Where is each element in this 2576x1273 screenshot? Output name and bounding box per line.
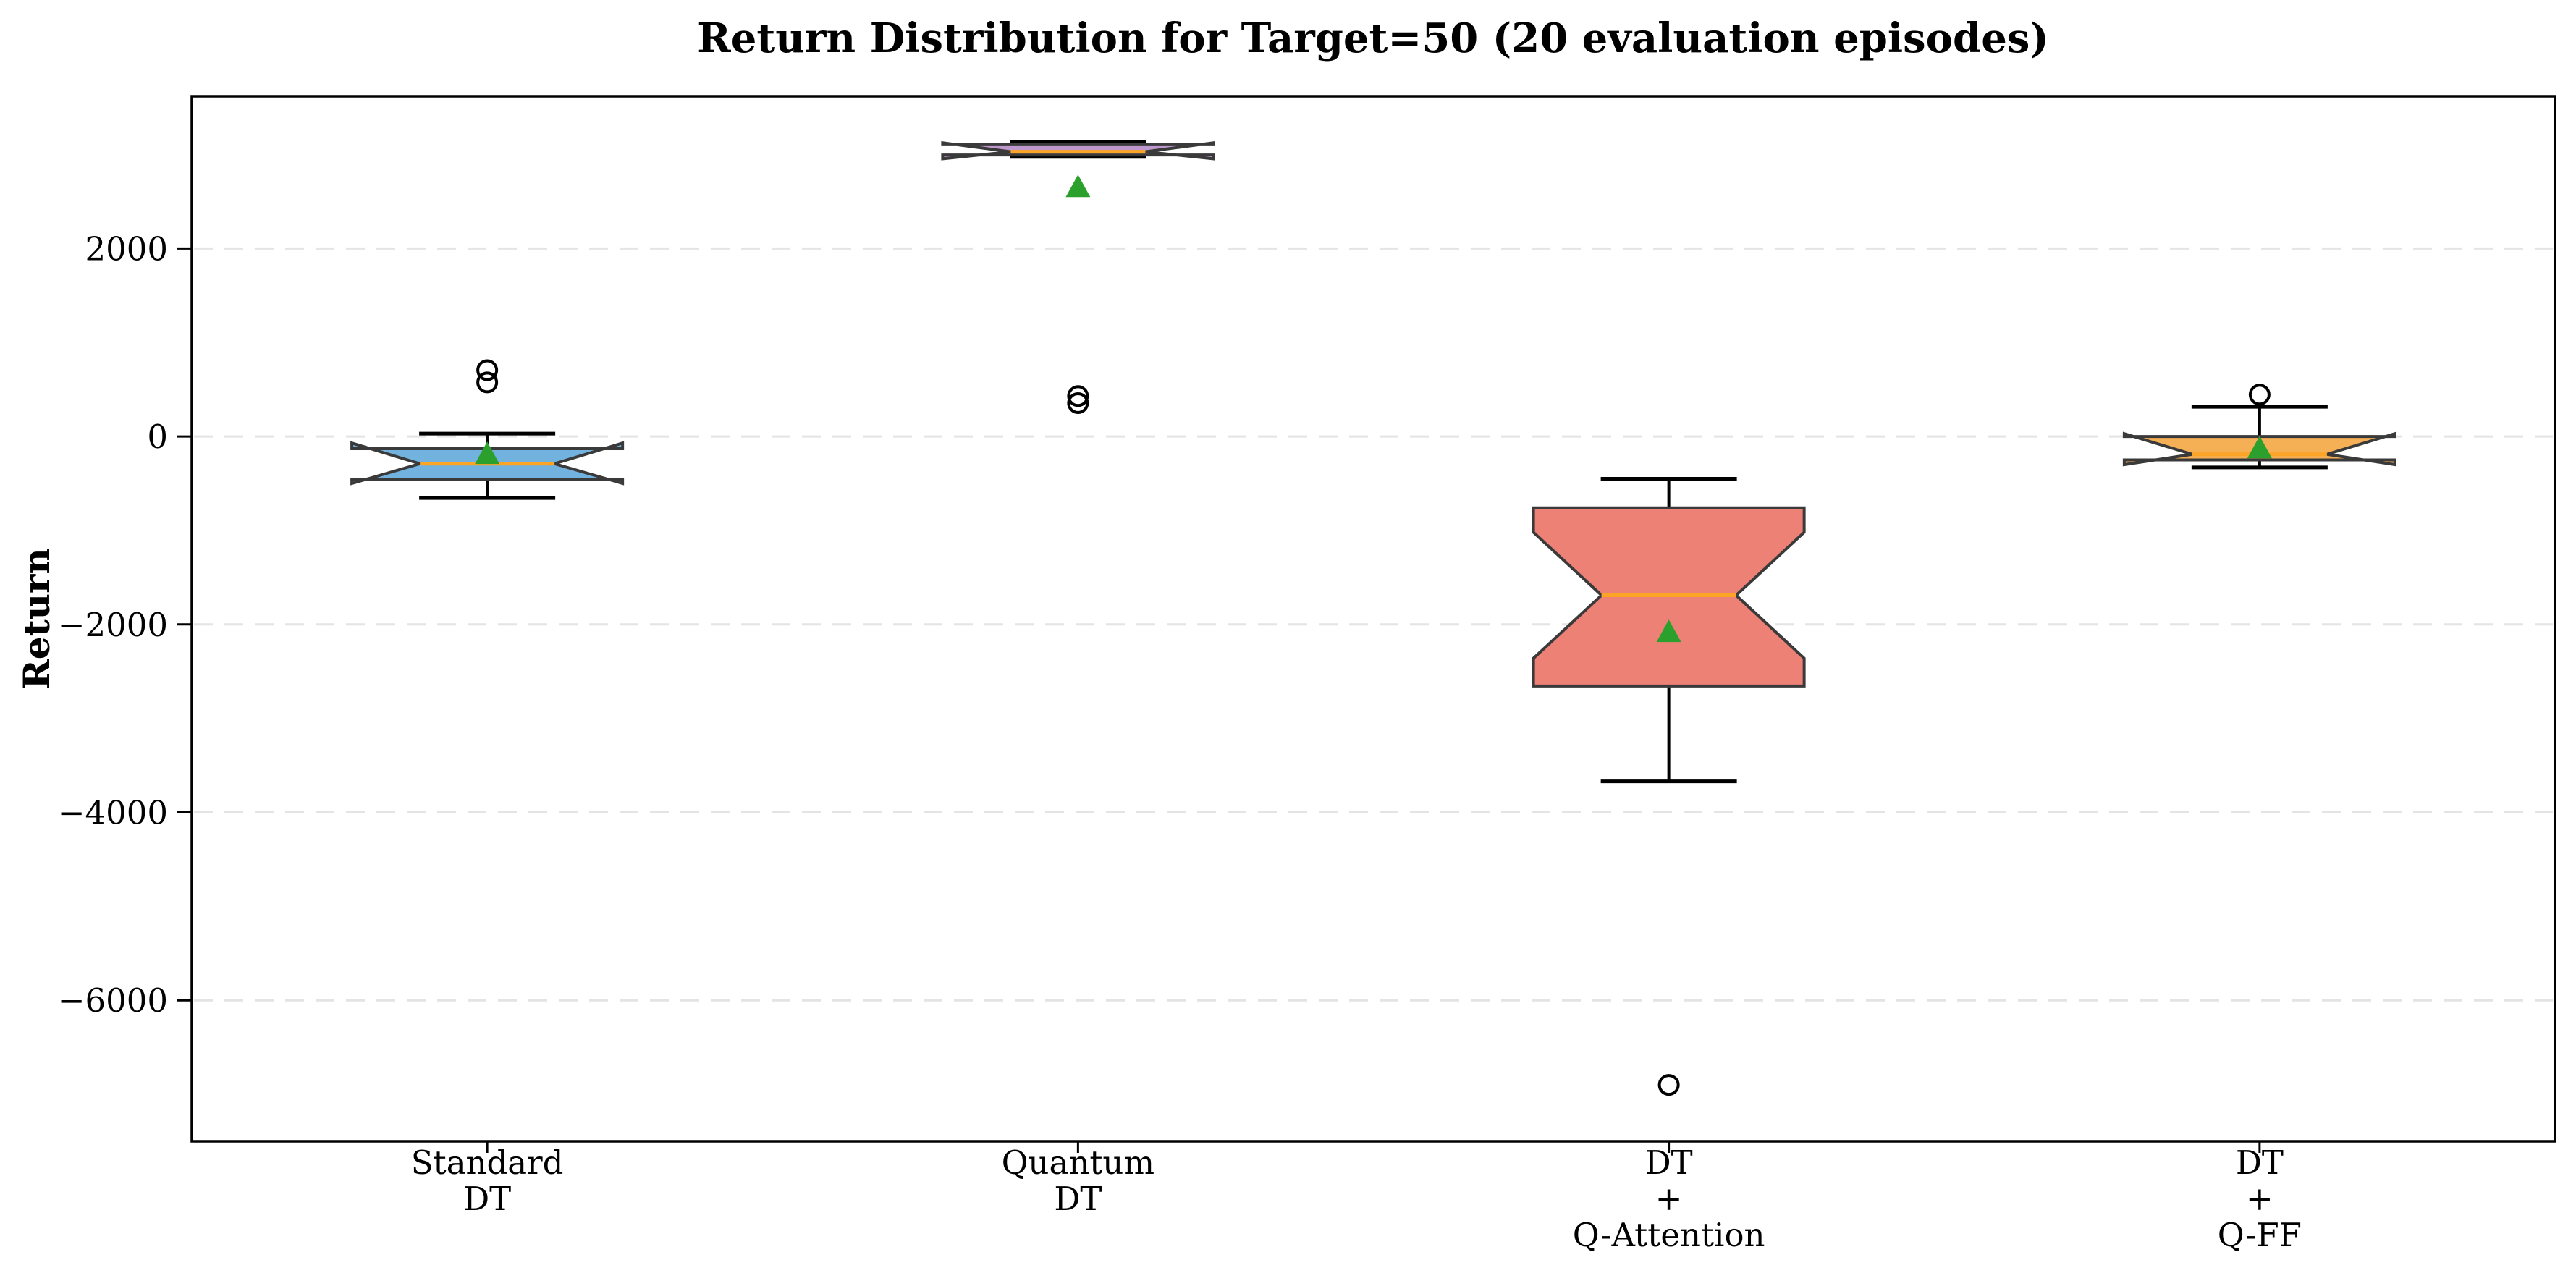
y-tick-label: −2000 [58,606,168,644]
x-tick-label: DT + Q-Attention [1573,1143,1765,1254]
box-2-outlier [1067,385,1089,407]
box-2-mean-marker [1065,174,1091,198]
y-tick-label: −6000 [58,981,168,1020]
box-2-outlier [1067,392,1089,414]
box-3-mean-marker [1656,619,1681,643]
box-1-mean-marker [475,441,500,465]
chart-title: Return Distribution for Target=50 (20 ev… [697,14,2049,62]
axes-frame [190,95,2556,1143]
box-1-outlier [476,371,499,394]
box-4-mean-marker [2247,436,2272,459]
y-tick-label: 0 [147,418,168,456]
y-axis-label: Return [15,548,58,690]
y-tick-label: 2000 [85,229,168,268]
x-tick-label: DT + Q-FF [2218,1143,2302,1254]
box-4-outlier [2248,384,2271,406]
y-tick-label: −4000 [58,794,168,832]
x-tick-label: Standard DT [411,1143,564,1218]
plot-area: 2000 0 −2000 −4000 −6000 Standard DT Quantum DT D… [58,95,2556,1254]
box-3-outlier [1657,1074,1680,1096]
x-tick-label: Quantum DT [1002,1143,1154,1218]
box-1-outlier [476,359,499,381]
